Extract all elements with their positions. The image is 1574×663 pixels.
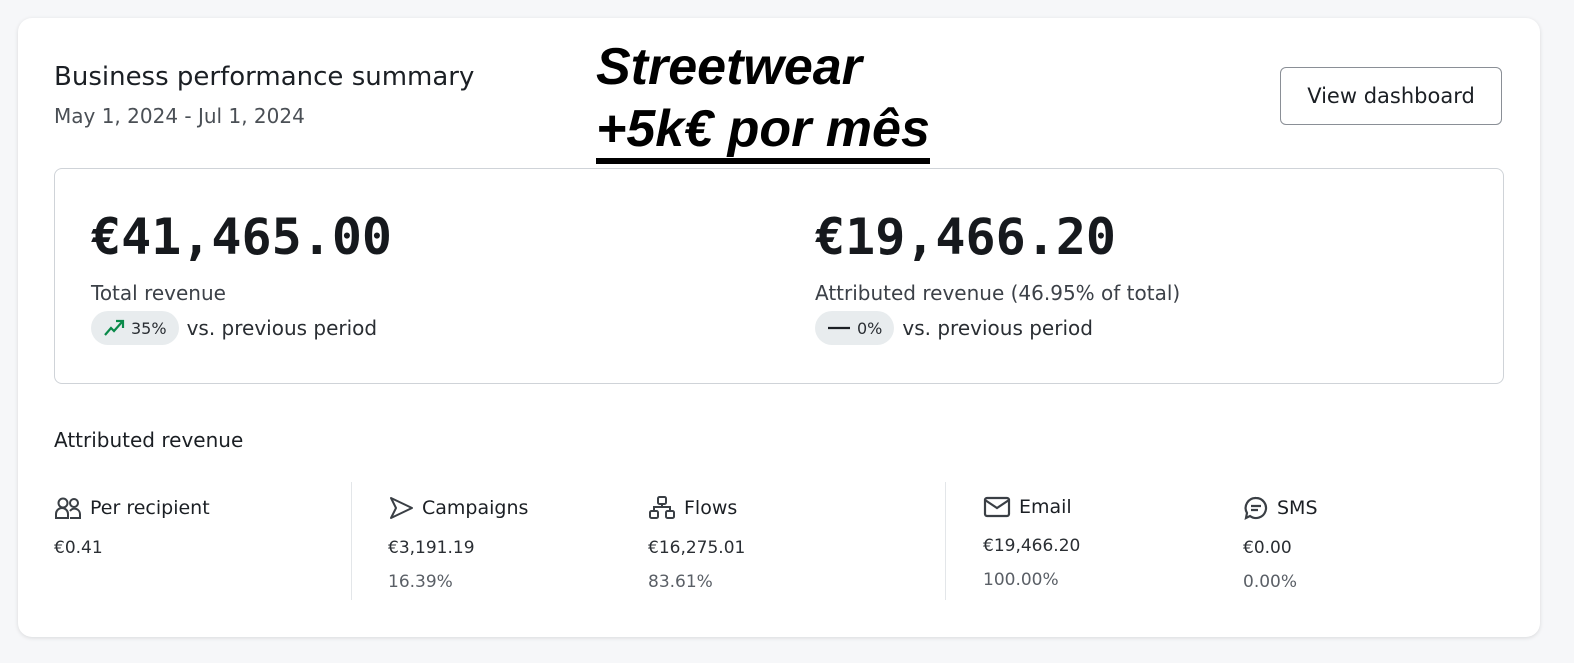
column-label: Email [1019, 496, 1072, 518]
comparison-text: vs. previous period [186, 316, 378, 340]
card-title: Business performance summary [54, 62, 475, 92]
change-value: 35% [131, 318, 167, 338]
users-icon [54, 496, 82, 520]
promo-overlay-text: Streetwear +5k€ por mês [596, 36, 930, 164]
column-value: €0.00 [1243, 538, 1292, 558]
column-percent: 100.00% [983, 570, 1059, 590]
attributed-revenue-metric: €19,466.20 Attributed revenue (46.95% of… [815, 205, 1180, 345]
column-percent: 0.00% [1243, 572, 1298, 592]
column-percent: 83.61% [648, 572, 713, 592]
overlay-line-2: +5k€ por mês [596, 100, 930, 164]
column-value: €16,275.01 [648, 538, 746, 558]
overlay-line-1: Streetwear [596, 38, 862, 96]
total-revenue-value: €41,465.00 [91, 208, 393, 266]
attributed-revenue-heading: Attributed revenue [54, 428, 244, 452]
attributed-revenue-label: Attributed revenue (46.95% of total) [815, 281, 1181, 305]
total-revenue-label: Total revenue [91, 281, 226, 305]
view-dashboard-button[interactable]: View dashboard [1280, 67, 1502, 125]
change-value: 0% [857, 318, 883, 338]
column-percent: 16.39% [388, 572, 453, 592]
dash-icon [827, 319, 851, 337]
performance-summary-card: Business performance summary May 1, 2024… [18, 18, 1540, 637]
email-column: Email €19,466.20 100.00% [983, 496, 1080, 590]
revenue-summary-box: €41,465.00 Total revenue 35% vs. previou… [54, 168, 1504, 384]
send-icon [388, 496, 414, 520]
change-badge: 35% [91, 311, 179, 345]
column-label: Campaigns [422, 497, 529, 519]
chat-icon [1243, 496, 1269, 520]
change-badge: 0% [815, 311, 895, 345]
divider [945, 482, 946, 600]
trend-up-icon [103, 319, 125, 337]
per-recipient-column: Per recipient €0.41 [54, 496, 210, 558]
date-range: May 1, 2024 - Jul 1, 2024 [54, 104, 305, 128]
mail-icon [983, 496, 1011, 518]
column-label: Per recipient [90, 497, 210, 519]
comparison-text: vs. previous period [902, 316, 1093, 340]
sms-column: SMS €0.00 0.00% [1243, 496, 1318, 592]
column-label: SMS [1277, 497, 1318, 519]
attributed-revenue-value: €19,466.20 [815, 208, 1117, 266]
column-value: €3,191.19 [388, 538, 475, 558]
total-revenue-metric: €41,465.00 Total revenue 35% vs. previou… [91, 205, 392, 345]
column-label: Flows [684, 497, 738, 519]
column-value: €19,466.20 [983, 536, 1081, 556]
column-value: €0.41 [54, 538, 103, 558]
flow-icon [648, 496, 676, 520]
campaigns-column: Campaigns €3,191.19 16.39% [388, 496, 528, 592]
flows-column: Flows €16,275.01 83.61% [648, 496, 745, 592]
divider [351, 482, 352, 600]
